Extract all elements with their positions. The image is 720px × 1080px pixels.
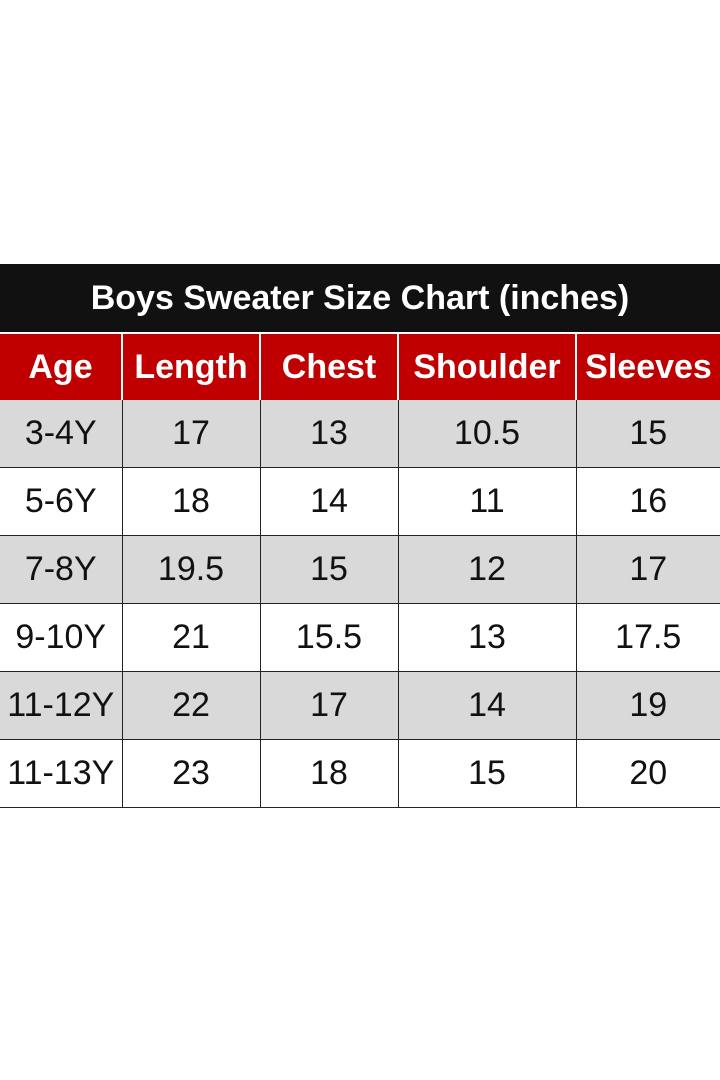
- chart-title: Boys Sweater Size Chart (inches): [0, 264, 720, 334]
- cell-sleeves: 15: [575, 400, 720, 468]
- table-body: 3-4Y 17 13 10.5 15 5-6Y 18 14 11 16 7-8Y…: [0, 400, 720, 808]
- table-row: 5-6Y 18 14 11 16: [0, 467, 720, 536]
- cell-length: 17: [121, 400, 260, 468]
- cell-shoulder: 10.5: [397, 400, 576, 468]
- cell-chest: 14: [259, 467, 398, 536]
- cell-age: 9-10Y: [0, 603, 122, 672]
- cell-length: 19.5: [121, 535, 260, 604]
- column-header-sleeves: Sleeves: [575, 333, 720, 400]
- cell-age: 3-4Y: [0, 400, 122, 468]
- cell-chest: 15.5: [259, 603, 398, 672]
- table-row: 3-4Y 17 13 10.5 15: [0, 400, 720, 468]
- cell-age: 11-13Y: [0, 739, 122, 808]
- cell-age: 5-6Y: [0, 467, 122, 536]
- cell-chest: 18: [259, 739, 398, 808]
- cell-sleeves: 17.5: [575, 603, 720, 672]
- cell-length: 18: [121, 467, 260, 536]
- column-header-shoulder: Shoulder: [397, 333, 576, 400]
- column-header-age: Age: [0, 333, 122, 400]
- cell-sleeves: 20: [575, 739, 720, 808]
- cell-length: 23: [121, 739, 260, 808]
- title-row: Boys Sweater Size Chart (inches): [0, 264, 720, 334]
- cell-shoulder: 12: [397, 535, 576, 604]
- cell-shoulder: 11: [397, 467, 576, 536]
- table-row: 11-12Y 22 17 14 19: [0, 671, 720, 740]
- cell-shoulder: 13: [397, 603, 576, 672]
- header-row: Age Length Chest Shoulder Sleeves: [0, 333, 720, 400]
- cell-age: 7-8Y: [0, 535, 122, 604]
- column-header-length: Length: [121, 333, 260, 400]
- cell-sleeves: 19: [575, 671, 720, 740]
- cell-chest: 17: [259, 671, 398, 740]
- table-row: 9-10Y 21 15.5 13 17.5: [0, 603, 720, 672]
- table-row: 11-13Y 23 18 15 20: [0, 739, 720, 808]
- cell-length: 21: [121, 603, 260, 672]
- table-row: 7-8Y 19.5 15 12 17: [0, 535, 720, 604]
- cell-chest: 13: [259, 400, 398, 468]
- cell-chest: 15: [259, 535, 398, 604]
- cell-age: 11-12Y: [0, 671, 122, 740]
- column-header-chest: Chest: [259, 333, 398, 400]
- cell-shoulder: 15: [397, 739, 576, 808]
- cell-sleeves: 17: [575, 535, 720, 604]
- cell-shoulder: 14: [397, 671, 576, 740]
- cell-length: 22: [121, 671, 260, 740]
- cell-sleeves: 16: [575, 467, 720, 536]
- size-chart-table: Boys Sweater Size Chart (inches) Age Len…: [0, 264, 720, 808]
